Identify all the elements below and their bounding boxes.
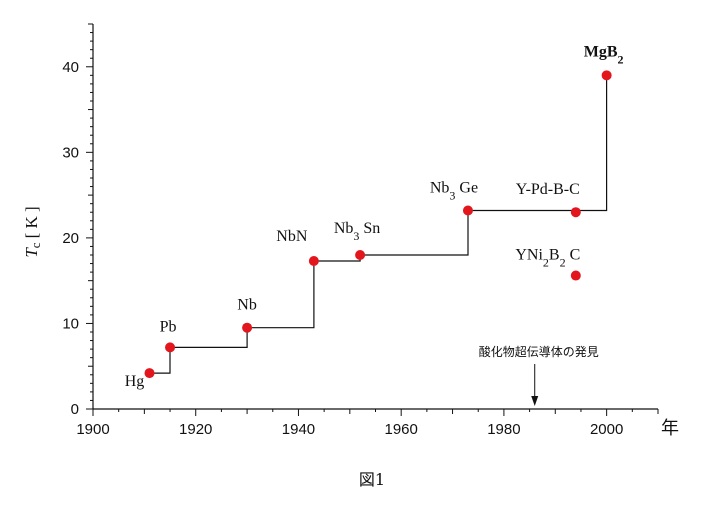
data-point — [570, 207, 581, 218]
x-axis-unit: 年 — [661, 418, 679, 438]
y-tick-label: 40 — [62, 59, 79, 76]
x-tick-label: 1940 — [282, 421, 315, 438]
point-label: MgB2 — [584, 43, 624, 66]
annotation-arrowhead — [531, 396, 539, 406]
y-tick-label: 0 — [71, 401, 79, 418]
data-point — [355, 250, 366, 260]
y-tick-label: 10 — [62, 315, 79, 332]
x-tick-label: 1920 — [179, 421, 212, 438]
annotation: 酸化物超伝導体の発見 — [479, 344, 599, 406]
y-axis-label: Tc[ K ] — [22, 206, 43, 257]
data-point — [144, 368, 155, 379]
x-tick-label: 1960 — [384, 421, 417, 438]
y-tick-label: 30 — [62, 144, 79, 161]
data-point — [308, 255, 319, 266]
y-tick-label: 20 — [62, 230, 79, 247]
point-label: Y-Pd-B-C — [516, 181, 580, 198]
point-label: Pb — [160, 318, 177, 335]
figure-caption: 図1 — [359, 470, 385, 489]
data-point — [462, 205, 473, 216]
annotation-text: 酸化物超伝導体の発見 — [479, 344, 599, 359]
point-label: NbN — [276, 228, 308, 245]
point-label: Hg — [125, 373, 145, 390]
x-tick-label: 1900 — [76, 421, 109, 438]
x-tick-label: 1980 — [487, 421, 520, 438]
data-points — [144, 70, 612, 379]
x-tick-label: 2000 — [590, 421, 623, 438]
data-point — [601, 70, 612, 81]
point-label: Nb3 Sn — [334, 220, 380, 243]
point-labels: Hg Pb Nb NbN Nb3 Sn Nb3 Ge Y-Pd-B-C YNi2B2 C MgB… — [125, 43, 624, 390]
point-label: YNi2B2 C — [515, 247, 580, 270]
axes: 1900 1920 1940 1960 1980 2000 0 10 20 30 40 — [62, 23, 659, 438]
data-point — [165, 342, 176, 353]
data-point — [570, 270, 581, 281]
point-label: Nb — [237, 297, 257, 314]
point-label: Nb3 Ge — [430, 180, 478, 203]
data-point — [242, 322, 253, 333]
